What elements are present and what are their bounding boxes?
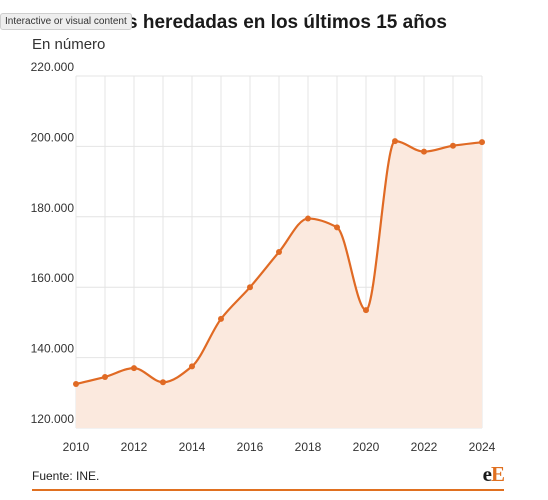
chart-subtitle: En número	[32, 36, 106, 53]
x-tick-label: 2014	[179, 440, 206, 454]
x-tick-label: 2016	[237, 440, 264, 454]
data-point	[334, 224, 340, 231]
data-point	[421, 148, 427, 155]
logo-letter-2: E	[490, 462, 505, 486]
data-point	[73, 381, 79, 387]
y-tick-label: 160.000	[31, 271, 75, 285]
x-tick-label: 2012	[121, 440, 148, 454]
data-point	[247, 284, 253, 291]
chart-title: Sociedades heredadas en los últimos 15 a…	[32, 12, 447, 33]
series-line	[75, 140, 483, 386]
x-tick-label: 2020	[353, 440, 380, 454]
interactive-content-tooltip: Interactive or visual content	[0, 13, 132, 30]
data-point	[131, 365, 137, 372]
x-axis-ticks: 2010 2012 2014 2016 2018 2020 2022 2024	[63, 440, 496, 454]
data-point	[102, 373, 108, 380]
y-axis-ticks: 120.000 140.000 160.000 180.000 200.000 220.0…	[31, 60, 75, 426]
data-point	[392, 138, 398, 145]
data-point	[305, 215, 311, 222]
data-points	[73, 138, 485, 387]
source-note: Fuente: INE.	[32, 469, 100, 483]
y-tick-label: 140.000	[31, 342, 75, 356]
publication-logo[interactable]: eE	[482, 462, 505, 487]
area-chart: 120.000 140.000 160.000 180.000 200.000 220.0…	[31, 60, 496, 454]
data-point	[218, 315, 224, 322]
y-tick-label: 200.000	[31, 130, 75, 144]
data-point	[450, 142, 456, 149]
data-point	[363, 307, 369, 314]
data-point	[276, 249, 282, 255]
x-tick-label: 2022	[411, 440, 438, 454]
x-tick-label: 2010	[63, 440, 90, 454]
y-tick-label: 220.000	[31, 60, 75, 74]
x-tick-label: 2018	[295, 440, 322, 454]
x-tick-label: 2024	[469, 440, 496, 454]
data-point	[189, 363, 195, 370]
data-point	[160, 379, 166, 386]
data-point	[479, 139, 485, 146]
y-tick-label: 180.000	[31, 201, 75, 215]
logo-letter-1: e	[482, 462, 492, 486]
y-tick-label: 120.000	[31, 412, 75, 426]
footer-rule	[32, 489, 504, 491]
series-area	[76, 141, 482, 428]
